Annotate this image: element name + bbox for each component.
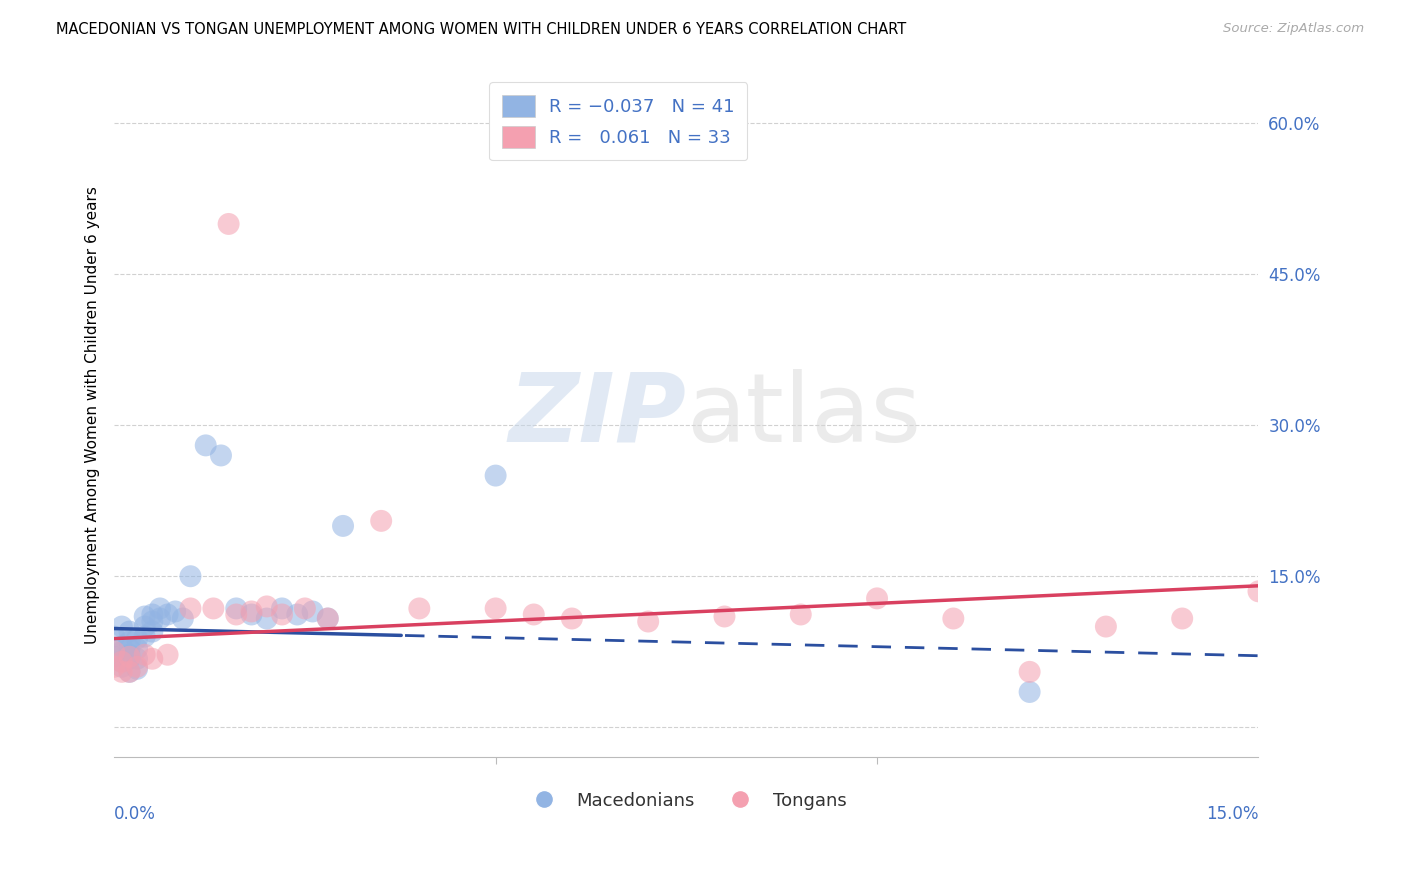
- Point: [637, 615, 659, 629]
- Point: [209, 449, 232, 463]
- Point: [103, 630, 125, 644]
- Point: [316, 611, 339, 625]
- Point: [156, 648, 179, 662]
- Point: [866, 591, 889, 606]
- Point: [134, 630, 156, 644]
- Point: [141, 615, 163, 629]
- Point: [332, 519, 354, 533]
- Y-axis label: Unemployment Among Women with Children Under 6 years: Unemployment Among Women with Children U…: [86, 186, 100, 644]
- Point: [111, 660, 134, 674]
- Point: [370, 514, 392, 528]
- Point: [103, 645, 125, 659]
- Point: [134, 648, 156, 662]
- Point: [485, 468, 508, 483]
- Point: [125, 660, 148, 674]
- Point: [1095, 619, 1118, 633]
- Point: [103, 660, 125, 674]
- Point: [713, 609, 735, 624]
- Point: [149, 601, 172, 615]
- Point: [118, 648, 141, 662]
- Point: [179, 569, 201, 583]
- Point: [156, 607, 179, 622]
- Text: Source: ZipAtlas.com: Source: ZipAtlas.com: [1223, 22, 1364, 36]
- Point: [118, 641, 141, 656]
- Point: [408, 601, 430, 615]
- Point: [103, 649, 125, 664]
- Point: [225, 601, 247, 615]
- Point: [240, 607, 263, 622]
- Point: [523, 607, 546, 622]
- Point: [202, 601, 225, 615]
- Point: [118, 649, 141, 664]
- Point: [134, 609, 156, 624]
- Point: [1247, 584, 1270, 599]
- Point: [218, 217, 240, 231]
- Text: ZIP: ZIP: [509, 368, 686, 462]
- Point: [125, 632, 148, 646]
- Point: [118, 634, 141, 648]
- Point: [141, 652, 163, 666]
- Point: [134, 619, 156, 633]
- Point: [111, 645, 134, 659]
- Point: [225, 607, 247, 622]
- Point: [294, 601, 316, 615]
- Point: [111, 640, 134, 654]
- Point: [141, 624, 163, 639]
- Point: [790, 607, 813, 622]
- Point: [179, 601, 201, 615]
- Point: [125, 662, 148, 676]
- Point: [942, 611, 965, 625]
- Point: [172, 611, 194, 625]
- Legend: Macedonians, Tongans: Macedonians, Tongans: [519, 784, 853, 817]
- Point: [256, 611, 278, 625]
- Point: [118, 624, 141, 639]
- Point: [149, 611, 172, 625]
- Point: [111, 655, 134, 669]
- Point: [1171, 611, 1194, 625]
- Point: [165, 604, 187, 618]
- Text: MACEDONIAN VS TONGAN UNEMPLOYMENT AMONG WOMEN WITH CHILDREN UNDER 6 YEARS CORREL: MACEDONIAN VS TONGAN UNEMPLOYMENT AMONG …: [56, 22, 907, 37]
- Point: [256, 599, 278, 614]
- Text: atlas: atlas: [686, 368, 921, 462]
- Text: 0.0%: 0.0%: [114, 805, 156, 823]
- Point: [118, 665, 141, 679]
- Point: [141, 607, 163, 622]
- Point: [118, 665, 141, 679]
- Point: [1018, 685, 1040, 699]
- Point: [125, 641, 148, 656]
- Point: [111, 655, 134, 669]
- Point: [1018, 665, 1040, 679]
- Point: [301, 604, 323, 618]
- Point: [111, 619, 134, 633]
- Point: [118, 652, 141, 666]
- Point: [561, 611, 583, 625]
- Point: [240, 604, 263, 618]
- Point: [111, 665, 134, 679]
- Point: [271, 607, 294, 622]
- Point: [485, 601, 508, 615]
- Text: 15.0%: 15.0%: [1206, 805, 1258, 823]
- Point: [194, 438, 217, 452]
- Point: [285, 607, 308, 622]
- Point: [316, 611, 339, 625]
- Point: [271, 601, 294, 615]
- Point: [125, 652, 148, 666]
